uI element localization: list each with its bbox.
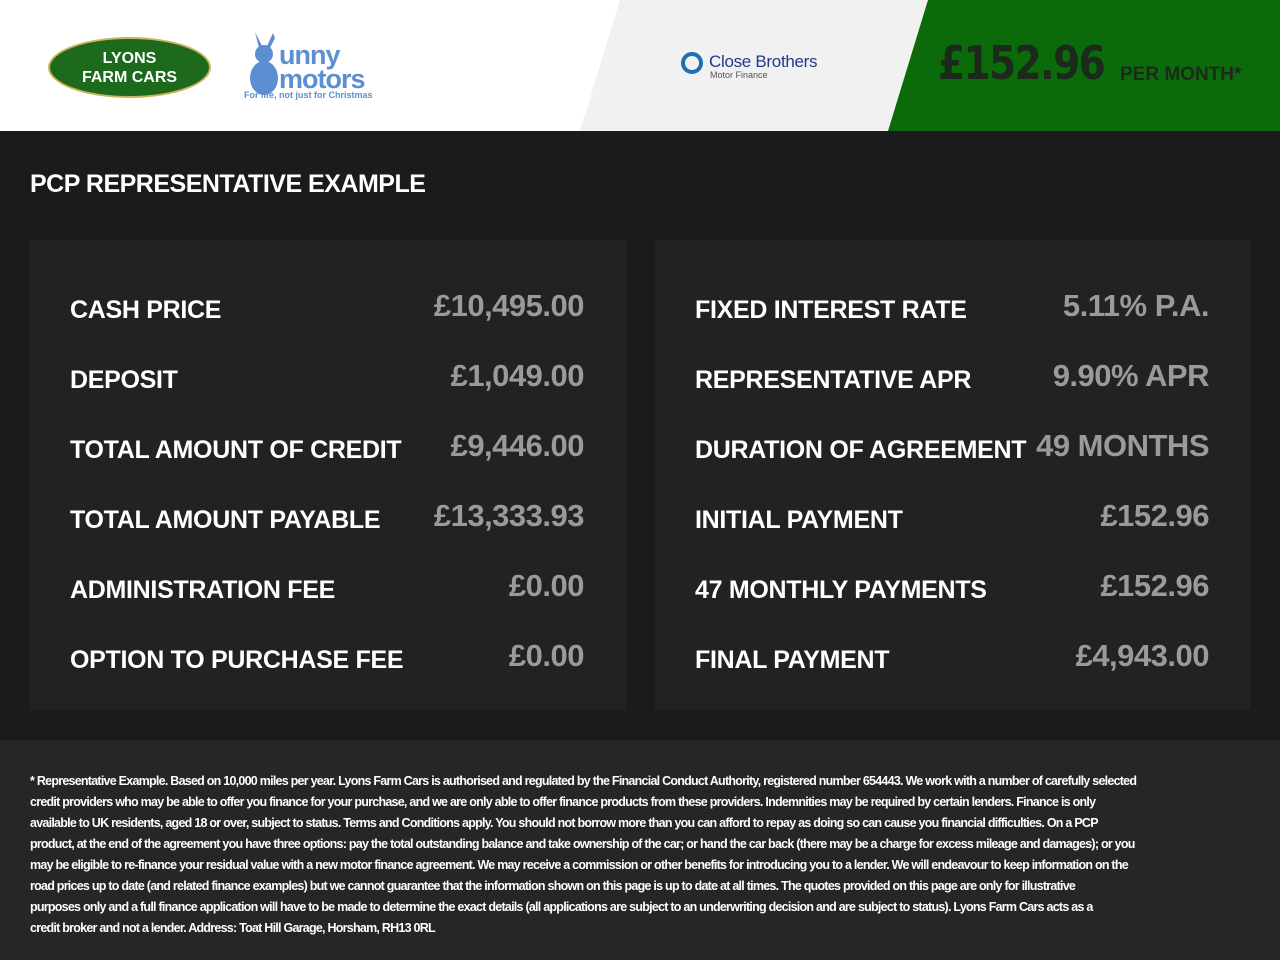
lyons-farm-cars-logo[interactable]: LYONS FARM CARS (48, 37, 211, 98)
row-value: £0.00 (508, 638, 585, 673)
row-value: £9,446.00 (450, 428, 585, 463)
finance-row: FINAL PAYMENT £4,943.00 (695, 638, 1210, 678)
lender-name: Close Brothers (709, 52, 818, 71)
row-label: FIXED INTEREST RATE (695, 296, 967, 324)
price-band (888, 0, 1280, 131)
bunny-logo-tagline: For life, not just for Christmas (244, 90, 373, 100)
disclaimer-line: purposes only and a full finance applica… (30, 900, 1093, 914)
finance-row: REPRESENTATIVE APR 9.90% APR (695, 358, 1210, 398)
finance-row: FIXED INTEREST RATE 5.11% P.A. (695, 288, 1210, 328)
row-value: 9.90% APR (1052, 358, 1210, 393)
row-value: £152.96 (1100, 498, 1209, 533)
finance-row: 47 MONTHLY PAYMENTS £152.96 (695, 568, 1209, 608)
row-label: DEPOSIT (70, 366, 178, 394)
row-value: £4,943.00 (1075, 638, 1210, 673)
row-value: 49 MONTHS (1036, 428, 1209, 463)
header-band (580, 0, 940, 131)
row-label: TOTAL AMOUNT OF CREDIT (70, 436, 402, 464)
row-label: 47 MONTHLY PAYMENTS (695, 576, 987, 604)
row-label: CASH PRICE (70, 296, 222, 324)
row-label: REPRESENTATIVE APR (695, 366, 972, 394)
bunny-logo-line1: unny (279, 40, 340, 70)
disclaimer-line: product, at the end of the agreement you… (30, 837, 1135, 851)
disclaimer-line: available to UK residents, aged 18 or ov… (30, 816, 1099, 830)
finance-row: TOTAL AMOUNT OF CREDIT £9,446.00 (70, 428, 585, 468)
disclaimer-line: credit broker and not a lender. Address:… (30, 921, 436, 935)
close-brothers-icon (681, 52, 703, 74)
disclaimer-line: road prices up to date (and related fina… (30, 879, 1076, 893)
row-label: TOTAL AMOUNT PAYABLE (70, 506, 381, 534)
row-label: OPTION TO PURCHASE FEE (70, 646, 404, 674)
finance-row: TOTAL AMOUNT PAYABLE £13,333.93 (70, 498, 585, 538)
finance-row: OPTION TO PURCHASE FEE £0.00 (70, 638, 585, 678)
row-label: ADMINISTRATION FEE (70, 576, 335, 604)
finance-row: INITIAL PAYMENT £152.96 (695, 498, 1209, 538)
lender-sub: Motor Finance (710, 70, 768, 80)
left-panel: CASH PRICE £10,495.00 DEPOSIT £1,049.00 TOTA… (30, 240, 626, 710)
disclaimer: * Representative Example. Based on 10,00… (0, 740, 1280, 960)
monthly-price: £152.96 (938, 36, 1106, 90)
logo-text: LYONS FARM CARS (81, 50, 178, 86)
finance-row: DEPOSIT £1,049.00 (70, 358, 585, 398)
per-month-label: PER MONTH* (1120, 64, 1242, 85)
finance-row: CASH PRICE £10,495.00 (70, 288, 585, 328)
bunny-icon (250, 32, 278, 95)
bunny-logo-line2: motors (279, 64, 366, 94)
finance-row: DURATION OF AGREEMENT 49 MONTHS (695, 428, 1209, 468)
row-label: DURATION OF AGREEMENT (695, 436, 1027, 464)
right-panel: FIXED INTEREST RATE 5.11% P.A. REPRESENTAT… (655, 240, 1251, 710)
row-value: £13,333.93 (433, 498, 585, 533)
row-value: £1,049.00 (450, 358, 585, 393)
row-label: INITIAL PAYMENT (695, 506, 903, 534)
disclaimer-line: credit providers who may be able to offe… (30, 795, 1096, 809)
row-value: £152.96 (1100, 568, 1209, 603)
disclaimer-line: * Representative Example. Based on 10,00… (30, 774, 1137, 788)
disclaimer-line: may be eligible to re-finance your resid… (30, 858, 1129, 872)
finance-row: ADMINISTRATION FEE £0.00 (70, 568, 585, 608)
row-value: 5.11% P.A. (1062, 288, 1210, 323)
bunny-motors-logo[interactable]: unny motors For life, not just for Chris… (243, 30, 383, 102)
row-value: £10,495.00 (433, 288, 585, 323)
page-title: PCP REPRESENTATIVE EXAMPLE (30, 170, 426, 198)
row-value: £0.00 (508, 568, 585, 603)
row-label: FINAL PAYMENT (695, 646, 890, 674)
header: LYONS FARM CARS unny motors For life, not… (0, 0, 1280, 131)
